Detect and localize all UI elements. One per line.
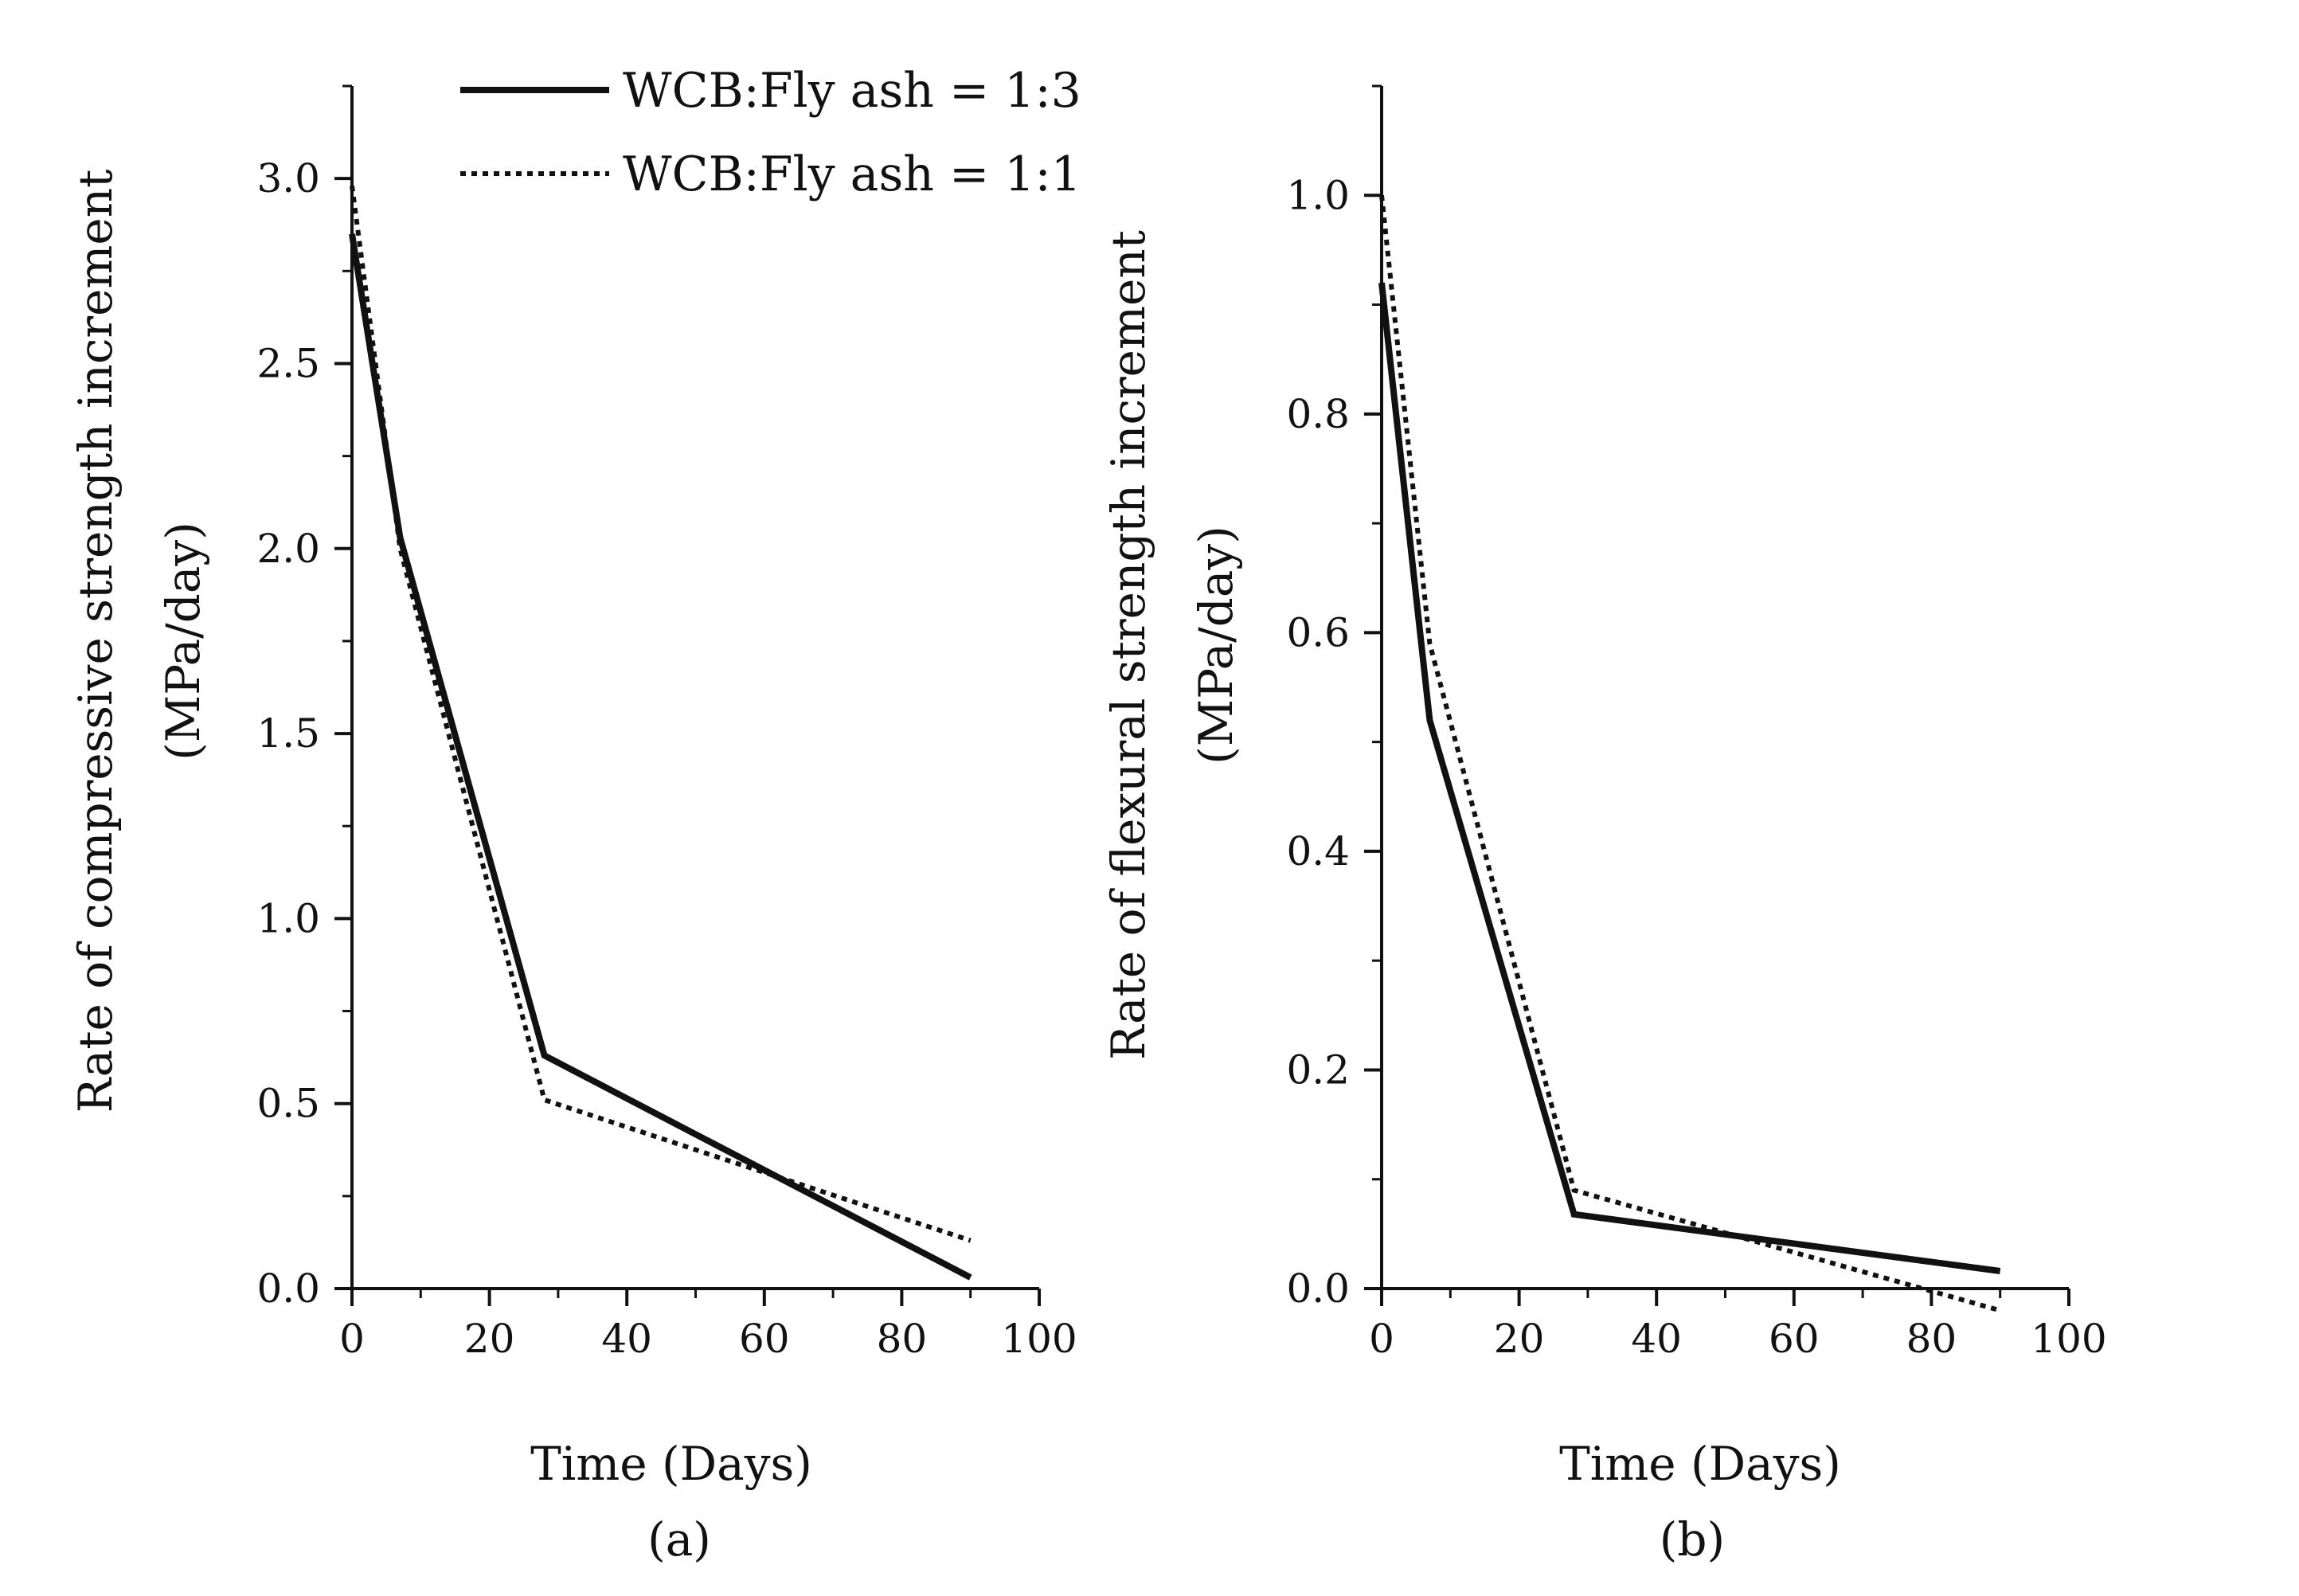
y-tick-label-a: 1.0 (256, 895, 320, 941)
x-tick-label-a: 100 (1001, 1316, 1077, 1362)
x-tick-label-b: 0 (1369, 1316, 1394, 1362)
series-group-a (349, 186, 972, 1281)
chart-panel-a: 0 20 40 60 80 100 0.0 0.5 1.0 1.5 2.0 2.5 3.0 Time (… (68, 84, 1077, 1567)
tick-labels-b: 0 20 40 60 80 100 0.0 0.2 0.4 0.6 0.8 1.0 (1286, 172, 2106, 1362)
x-tick-label-b: 20 (1494, 1316, 1545, 1362)
y-tick-label-a: 2.5 (256, 340, 320, 386)
y-tick-label-b: 0.2 (1286, 1046, 1350, 1093)
series-group-b (1378, 194, 2001, 1313)
tick-labels-a: 0 20 40 60 80 100 0.0 0.5 1.0 1.5 2.0 2.5 3.0 (256, 155, 1077, 1362)
series-line-solid-a (349, 233, 972, 1281)
y-axis-unit-b: (MPa/day) (1189, 526, 1243, 765)
y-tick-label-a: 1.5 (256, 710, 320, 757)
series-line-dotted-b (1379, 194, 2001, 1313)
legend: WCB:Fly ash = 1:3 WCB:Fly ash = 1:1 (460, 63, 1081, 202)
y-tick-label-a: 0.5 (256, 1081, 320, 1127)
x-tick-label-a: 80 (877, 1316, 928, 1362)
x-tick-label-b: 40 (1631, 1316, 1682, 1362)
series-line-dotted-a (350, 186, 972, 1243)
x-axis-title-b: Time (Days) (1559, 1437, 1841, 1491)
y-axis-title-a: Rate of compressive strength increment (68, 170, 123, 1113)
y-tick-label-a: 2.0 (256, 526, 320, 572)
x-tick-label-a: 40 (601, 1316, 652, 1362)
series-line-solid-b (1378, 282, 2001, 1274)
y-tick-label-b: 0.0 (1286, 1265, 1350, 1312)
y-axis-title-b: Rate of flexural strength increment (1101, 230, 1155, 1060)
x-tick-label-a: 20 (464, 1316, 515, 1362)
y-tick-label-a: 0.0 (256, 1265, 320, 1312)
ticks-b (1364, 84, 2070, 1306)
y-tick-label-b: 0.8 (1286, 391, 1350, 437)
ticks-a (334, 84, 1041, 1306)
y-tick-label-b: 0.6 (1286, 609, 1350, 655)
y-axis-unit-a: (MPa/day) (156, 522, 210, 761)
chart-panel-b: 0 20 40 60 80 100 0.0 0.2 0.4 0.6 0.8 1.0 Time (Day… (1101, 84, 2107, 1567)
x-tick-label-a: 60 (739, 1316, 790, 1362)
legend-label-dotted: WCB:Fly ash = 1:1 (623, 147, 1081, 202)
panel-label-a: (a) (647, 1512, 711, 1567)
x-axis-title-a: Time (Days) (530, 1437, 812, 1491)
x-tick-label-b: 100 (2031, 1316, 2106, 1362)
y-tick-label-b: 0.4 (1286, 828, 1350, 874)
x-tick-label-b: 80 (1906, 1316, 1957, 1362)
y-tick-label-b: 1.0 (1286, 172, 1350, 218)
y-tick-label-a: 3.0 (256, 155, 320, 201)
x-tick-label-a: 0 (339, 1316, 365, 1362)
panel-label-b: (b) (1660, 1512, 1725, 1567)
legend-label-solid: WCB:Fly ash = 1:3 (623, 63, 1081, 119)
x-tick-label-b: 60 (1769, 1316, 1820, 1362)
